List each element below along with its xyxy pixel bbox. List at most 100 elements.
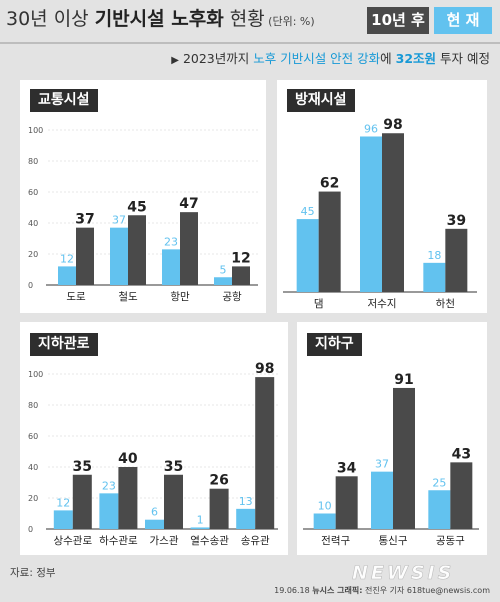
- bar-now-transport: [162, 249, 180, 285]
- legend-now: 현 재: [434, 7, 492, 34]
- category-label: 저수지: [368, 298, 397, 310]
- category-label: 하천: [436, 297, 455, 310]
- value-label-future: 34: [337, 460, 357, 476]
- category-label: 전력구: [321, 535, 350, 547]
- bar-now-disaster: [423, 262, 446, 292]
- chart-disaster: 45 62 댐 96 98 저수지 18 39 하천: [283, 117, 477, 310]
- value-label-now: 18: [427, 249, 441, 262]
- value-label-future: 91: [394, 372, 413, 388]
- category-label: 상수관로: [53, 535, 92, 547]
- bar-future-transport: [128, 215, 146, 285]
- chart-underground-pipes: 0204060801001235상수관로2340하수관로635가스관126열수송…: [28, 361, 278, 547]
- value-label-now: 23: [164, 235, 178, 248]
- bar-future-transport: [180, 212, 198, 285]
- credit-org: 뉴시스 그래픽:: [312, 586, 363, 595]
- credit-date: 19.06.18: [274, 586, 313, 595]
- title-part1: 30년 이상: [6, 8, 95, 30]
- credit-author: 전진우 기자 618tue@newsis.com: [362, 586, 490, 595]
- value-label-now: 12: [60, 252, 74, 265]
- bar-now-disaster: [360, 136, 382, 292]
- value-label-now: 5: [220, 263, 227, 276]
- chart-title: 30년 이상 기반시설 노후화 현황 (단위: %): [6, 4, 315, 38]
- value-label-now: 10: [318, 500, 332, 513]
- value-label-future: 98: [383, 117, 402, 133]
- value-label-now: 96: [364, 122, 378, 135]
- credit-line: 19.06.18 뉴시스 그래픽: 전진우 기자 618tue@newsis.c…: [274, 585, 490, 596]
- bar-future-underground-pipes: [255, 377, 275, 529]
- bar-future-underground-pipes: [72, 474, 92, 529]
- category-label: 공항: [222, 291, 242, 303]
- panel-disaster: 방재시설 45 62 댐 96 98 저수지 18 39 하천: [277, 80, 487, 313]
- y-tick-label: 20: [28, 250, 38, 259]
- bar-now-utility-tunnels: [313, 513, 336, 529]
- value-label-now: 6: [151, 506, 158, 519]
- value-label-future: 35: [164, 459, 183, 475]
- panel-title-utility-tunnels: 지하구: [307, 333, 362, 356]
- subtitle-highlight: 노후 기반시설 안전 강화: [253, 51, 381, 66]
- panel-title-disaster: 방재시설: [287, 89, 355, 112]
- bar-now-utility-tunnels: [371, 471, 393, 529]
- value-label-future: 98: [255, 361, 274, 377]
- subtitle-suffix: 투자 예정: [436, 51, 490, 66]
- category-label: 댐: [314, 298, 324, 310]
- triangle-icon: ▶: [171, 55, 179, 66]
- y-tick-label: 20: [28, 494, 38, 503]
- subtitle-amount: 32조원: [395, 51, 437, 66]
- value-label-future: 40: [118, 451, 138, 467]
- bar-future-utility-tunnels: [393, 387, 415, 529]
- value-label-future: 43: [452, 446, 471, 462]
- bar-future-disaster: [382, 133, 404, 292]
- bar-future-transport: [232, 266, 250, 285]
- panel-underground-pipes: 지하관로 0 20 40 60 80 100 12 35 상수관로 23 40 하수관로 6 35 가스관 1…: [20, 322, 288, 555]
- bar-now-underground-pipes: [99, 493, 119, 529]
- y-tick-label: 60: [28, 188, 38, 197]
- newsis-watermark: NEWSIS: [352, 562, 455, 585]
- category-label: 항만: [170, 291, 190, 303]
- y-tick-label: 100: [28, 370, 43, 379]
- category-label: 공동구: [436, 535, 465, 547]
- bar-future-underground-pipes: [118, 467, 138, 529]
- bar-future-disaster: [318, 191, 341, 292]
- panel-title-transport: 교통시설: [30, 89, 98, 112]
- bar-now-underground-pipes: [53, 510, 73, 529]
- bar-now-underground-pipes: [190, 527, 210, 529]
- bar-now-transport: [214, 277, 232, 285]
- category-label: 하수관로: [99, 534, 138, 547]
- y-tick-label: 0: [28, 281, 33, 290]
- header-divider: [0, 42, 500, 44]
- y-tick-label: 80: [28, 157, 38, 166]
- y-tick-label: 40: [28, 219, 38, 228]
- bar-now-transport: [58, 266, 76, 285]
- value-label-now: 1: [197, 513, 204, 526]
- category-label: 열수송관: [190, 535, 229, 547]
- y-tick-label: 0: [28, 525, 33, 534]
- chart-utility-tunnels: 10 34 전력구 37 91 통신구 25 43 공동구: [303, 372, 479, 547]
- bar-now-disaster: [296, 219, 319, 292]
- category-label: 가스관: [150, 535, 179, 547]
- panel-utility-tunnels: 지하구 10 34 전력구 37 91 통신구 25 43 공동구: [297, 322, 487, 555]
- value-label-now: 25: [432, 476, 446, 489]
- value-label-now: 37: [112, 214, 126, 227]
- value-label-now: 37: [375, 458, 389, 471]
- bar-future-underground-pipes: [209, 488, 229, 529]
- value-label-future: 62: [320, 176, 339, 192]
- value-label-future: 39: [447, 213, 466, 229]
- value-label-future: 12: [231, 250, 250, 266]
- bar-future-transport: [76, 227, 94, 285]
- value-label-now: 13: [239, 495, 253, 508]
- y-tick-label: 80: [28, 401, 38, 410]
- value-label-future: 45: [127, 199, 146, 215]
- unit-label: (단위: %): [264, 15, 315, 28]
- value-label-future: 35: [73, 459, 92, 475]
- title-bold: 기반시설 노후화: [94, 8, 224, 30]
- panel-transport: 교통시설 0 20 40 60 80 100 12 37 도로 37 45 철도 23 47 항만 5 12 공항: [20, 80, 266, 313]
- bar-now-transport: [110, 227, 128, 285]
- value-label-now: 45: [301, 205, 315, 218]
- category-label: 통신구: [379, 535, 408, 547]
- y-tick-label: 40: [28, 463, 38, 472]
- value-label-now: 12: [56, 496, 70, 509]
- category-label: 도로: [66, 291, 86, 303]
- value-label-future: 26: [209, 473, 228, 489]
- bar-future-disaster: [445, 228, 468, 292]
